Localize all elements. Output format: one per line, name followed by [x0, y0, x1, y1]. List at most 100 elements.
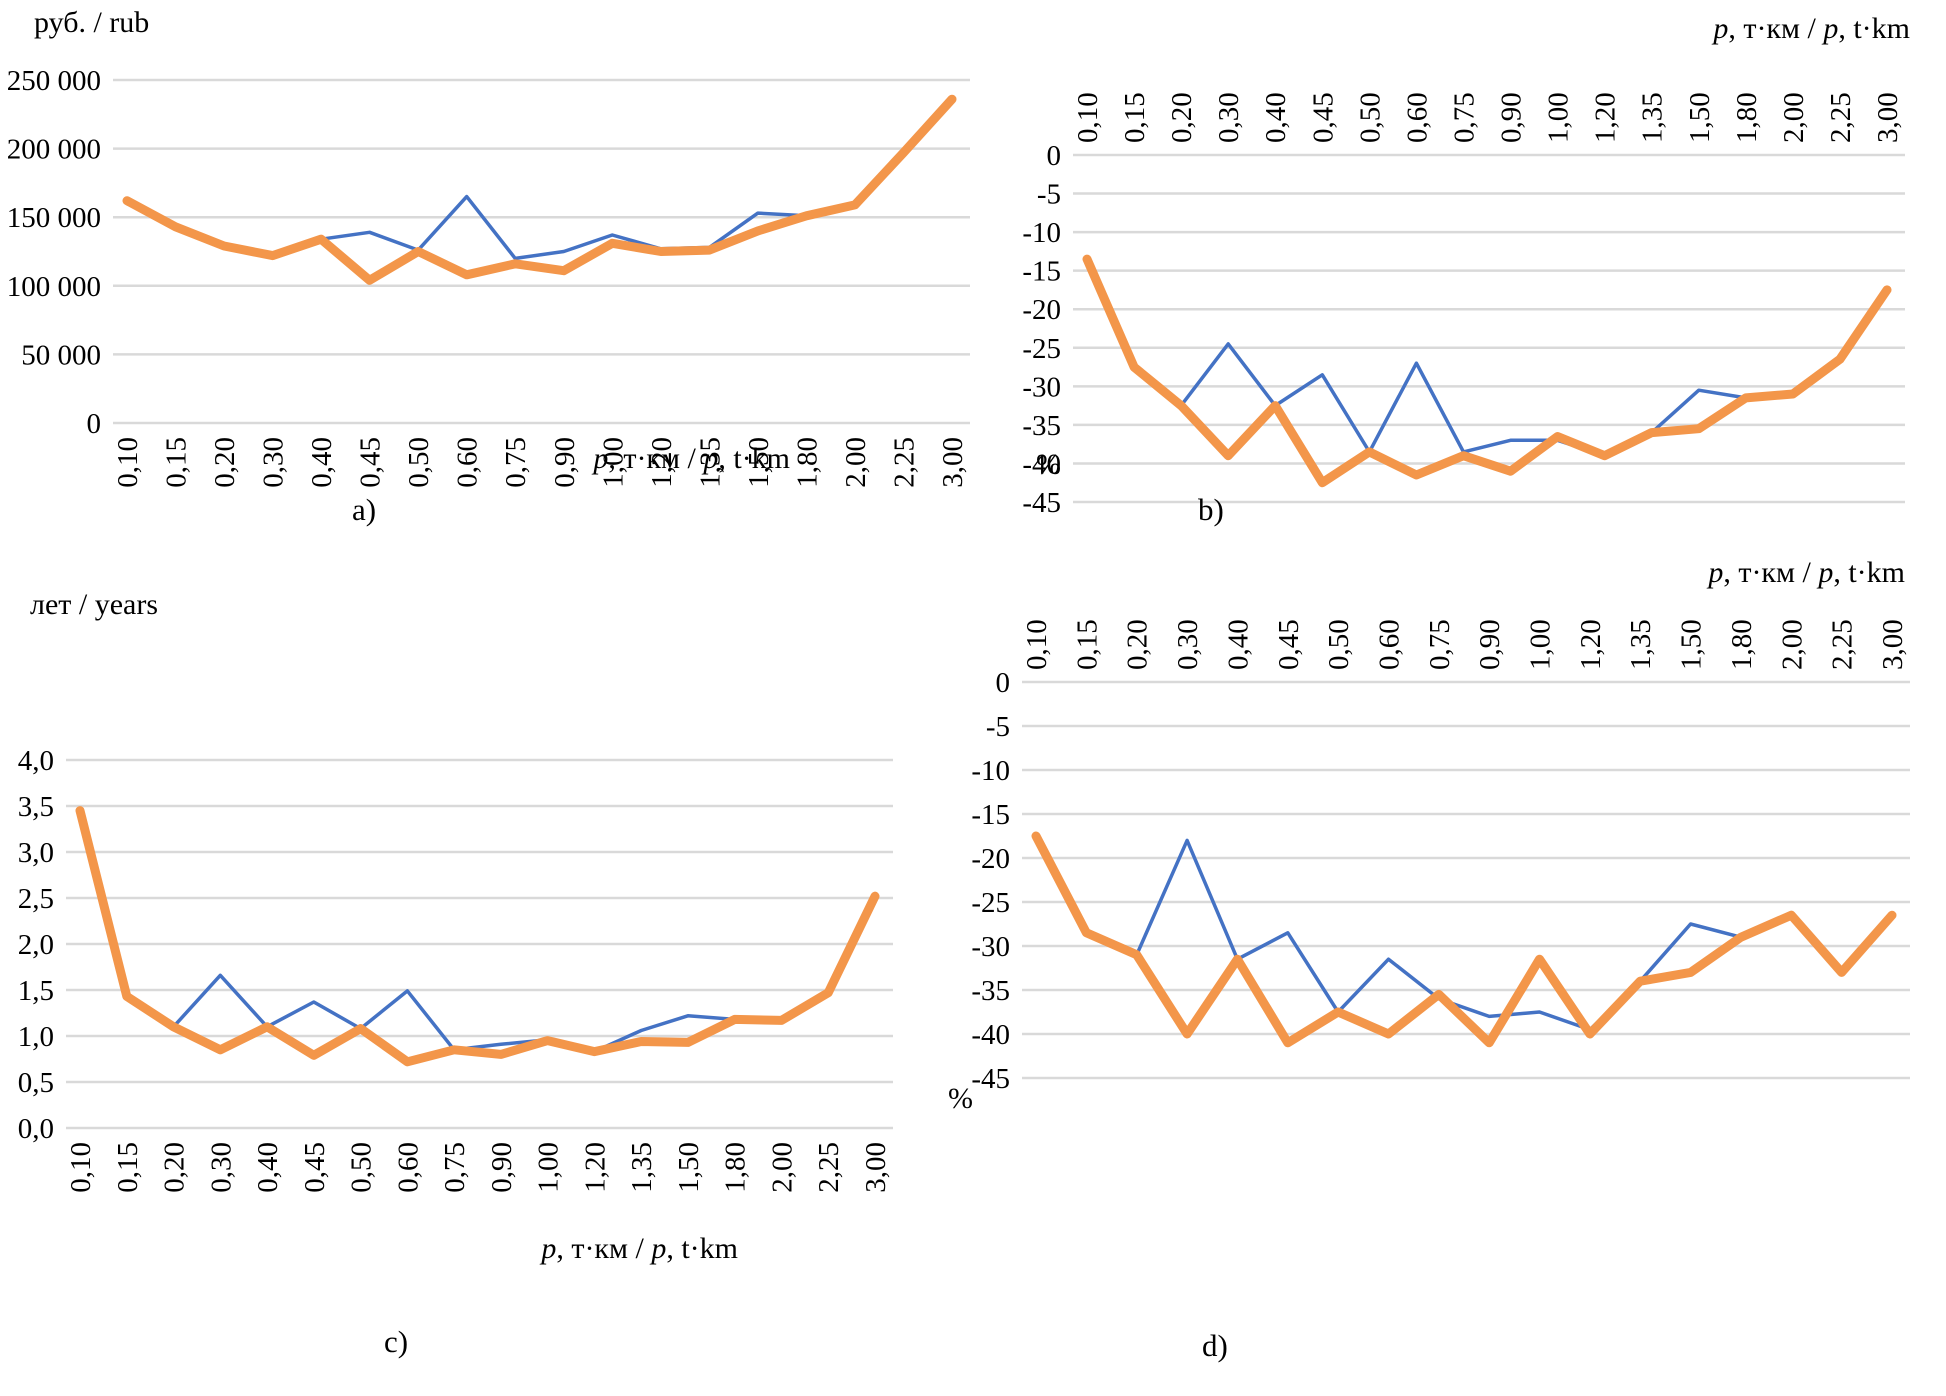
x-tick-label: 0,20 [159, 1142, 191, 1193]
y-tick-label: 1,0 [18, 1021, 54, 1053]
x-tick-label: 2,25 [813, 1142, 845, 1193]
y-tick-label: 2,5 [18, 883, 54, 915]
x-tick-label: 1,50 [1676, 619, 1708, 670]
y-tick-label: -10 [971, 755, 1010, 787]
caption-b: b) [1198, 492, 1224, 527]
y-tick-label: -45 [971, 1063, 1010, 1095]
x-tick-label: 0,40 [252, 1142, 284, 1193]
y-tick-label: 150 000 [7, 202, 101, 234]
x-tick-label: 0,90 [549, 437, 581, 488]
x-tick-label: 1,20 [1590, 92, 1622, 143]
x-tick-label: 1,35 [694, 437, 726, 488]
y-tick-label: -25 [971, 887, 1010, 919]
x-axis-title-d: p, т·км / p, t·km [1708, 556, 1905, 589]
y-tick-label: 250 000 [7, 65, 101, 97]
y-tick-label: 3,0 [18, 837, 54, 869]
x-tick-label: 3,00 [1872, 92, 1904, 143]
y-tick-label: 0 [996, 667, 1011, 699]
y-tick-label: -15 [1022, 256, 1061, 288]
x-tick-label: 0,10 [65, 1142, 97, 1193]
y-tick-label: 4,0 [18, 745, 54, 777]
x-tick-label: 0,75 [439, 1142, 471, 1193]
y-tick-label: -40 [1022, 448, 1061, 480]
y-tick-label: -20 [1022, 294, 1061, 326]
y-tick-label: -40 [971, 1019, 1010, 1051]
x-tick-label: 0,75 [500, 437, 532, 488]
y-tick-label: 0 [87, 408, 102, 440]
orange-line [1031, 831, 1897, 1048]
chart-c: 4,0 3,5 3,0 2,5 2,0 1,5 1,0 0,5 0,0 0,10 0,15 0,20 0… [18, 745, 893, 1193]
x-tick-label: 0,60 [1401, 92, 1433, 143]
x-axis-title-a: p, т·км / p, t·km [593, 442, 790, 475]
y-tick-label: 0,5 [18, 1067, 54, 1099]
x-tick-label: 1,50 [673, 1142, 705, 1193]
percent-label-b: % [1036, 448, 1061, 481]
x-tick-label: 1,00 [533, 1142, 565, 1193]
x-tick-label: 0,40 [1260, 92, 1292, 143]
x-tick-label: 0,90 [1496, 92, 1528, 143]
y-tick-label: -15 [971, 799, 1010, 831]
x-tick-label: 0,20 [1122, 619, 1154, 670]
x-tick-label: 2,00 [840, 437, 872, 488]
x-tick-label: 3,00 [860, 1142, 892, 1193]
x-tick-label: 0,20 [1166, 92, 1198, 143]
x-tick-label: 1,00 [597, 437, 629, 488]
x-tick-label: 0,10 [1021, 619, 1053, 670]
x-tick-label: 1,35 [1625, 619, 1657, 670]
x-tick-label: 1,00 [1543, 92, 1575, 143]
x-tick-label: 0,45 [355, 437, 387, 488]
x-tick-label: 0,45 [299, 1142, 331, 1193]
x-tick-label: 0,15 [1119, 92, 1151, 143]
y-tick-label: -5 [1037, 179, 1061, 211]
x-tick-label: 1,80 [1731, 92, 1763, 143]
x-tick-label: 0,30 [1213, 92, 1245, 143]
y-tick-label: 0 [1047, 140, 1062, 172]
y-tick-label: -30 [1022, 371, 1061, 403]
x-tick-label: 2,00 [1778, 92, 1810, 143]
x-tick-label: 0,90 [1474, 619, 1506, 670]
y-tick-label: -35 [1022, 410, 1061, 442]
x-tick-label: 1,20 [646, 437, 678, 488]
orange-line [1082, 254, 1892, 488]
x-tick-label: 0,50 [346, 1142, 378, 1193]
x-tick-label: 0,90 [486, 1142, 518, 1193]
y-axis-title-a: руб. / rub [34, 6, 150, 39]
x-tick-label: 3,00 [937, 437, 969, 488]
y-tick-label: 3,5 [18, 791, 54, 823]
x-tick-label: 1,80 [1726, 619, 1758, 670]
x-tick-label: 0,30 [258, 437, 290, 488]
y-tick-label: -5 [986, 711, 1010, 743]
chart-b: 0 -5 -10 -15 -20 -25 -30 -35 -40 -45 0,10 0,15 0,20 0… [1022, 92, 1905, 519]
x-tick-label: 0,60 [452, 437, 484, 488]
orange-line [122, 94, 957, 285]
x-tick-label: 2,00 [1776, 619, 1808, 670]
x-tick-label: 1,35 [626, 1142, 658, 1193]
y-tick-label: -35 [971, 975, 1010, 1007]
x-tick-label: 0,60 [392, 1142, 424, 1193]
x-tick-label: 0,60 [1373, 619, 1405, 670]
x-tick-label: 1,20 [579, 1142, 611, 1193]
caption-a: a) [352, 492, 377, 527]
y-tick-label: -45 [1022, 487, 1061, 519]
chart-a: 250 000 200 000 150 000 100 000 50 000 0 0,10 0… [7, 65, 970, 488]
y-tick-label: -10 [1022, 217, 1061, 249]
x-tick-label: 1,50 [1684, 92, 1716, 143]
x-tick-label: 0,30 [1172, 619, 1204, 670]
y-tick-label: 1,5 [18, 975, 54, 1007]
y-tick-label: 2,0 [18, 929, 54, 961]
orange-line [75, 806, 880, 1067]
x-axis-title-b: p, т·км / p, t·km [1713, 12, 1910, 45]
y-tick-label: 100 000 [7, 271, 101, 303]
x-tick-label: 0,45 [1307, 92, 1339, 143]
y-tick-label: 50 000 [21, 339, 101, 371]
y-tick-label: -20 [971, 843, 1010, 875]
y-tick-label: 0,0 [18, 1113, 54, 1145]
x-tick-label: 0,75 [1424, 619, 1456, 670]
x-tick-label: 1,80 [720, 1142, 752, 1193]
x-tick-label: 0,15 [161, 437, 193, 488]
x-tick-label: 1,35 [1637, 92, 1669, 143]
caption-d: d) [1202, 1328, 1228, 1363]
x-tick-label: 1,80 [791, 437, 823, 488]
x-tick-label: 1,20 [1575, 619, 1607, 670]
